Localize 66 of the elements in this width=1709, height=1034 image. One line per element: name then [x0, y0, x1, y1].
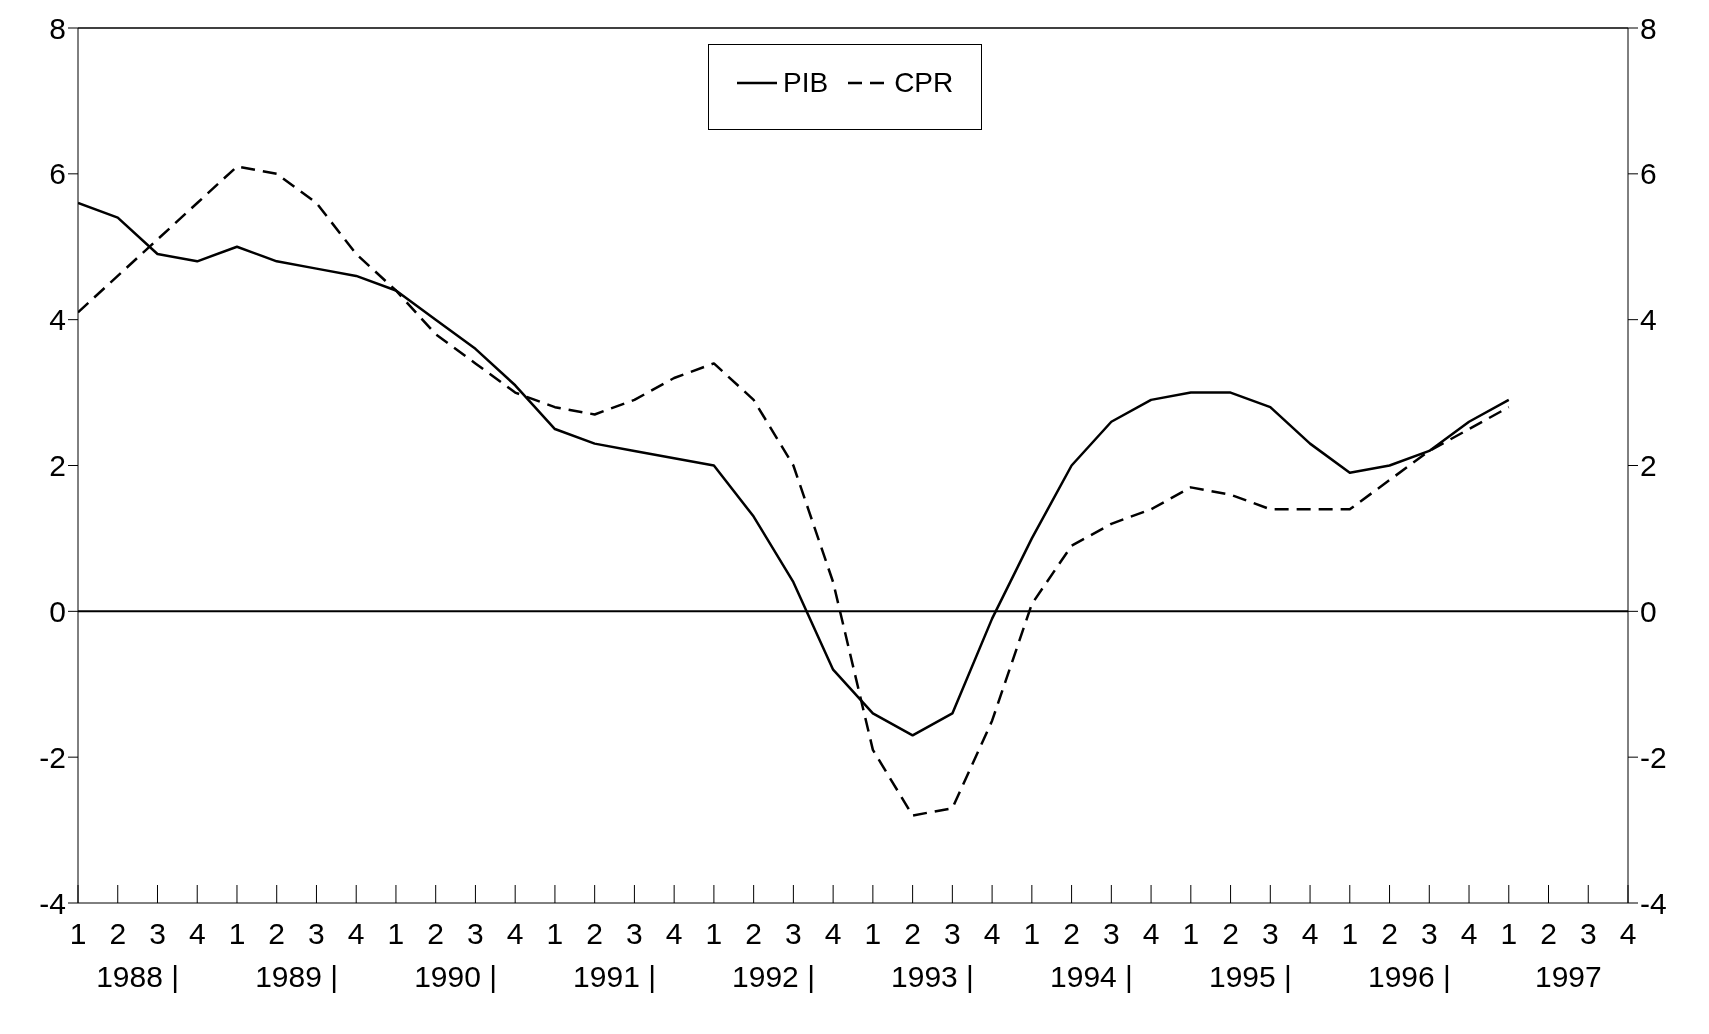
x-tick-label: 2: [1063, 917, 1080, 951]
x-tick-label: 4: [1301, 917, 1319, 951]
x-tick-label: 2: [904, 917, 921, 951]
y-tick-label: 2: [49, 449, 66, 483]
y2-tick-label: 6: [1640, 157, 1657, 191]
x-tick-label: 3: [1579, 917, 1597, 951]
text: 1997: [1535, 960, 1602, 994]
x-tick-label: 3: [467, 917, 484, 951]
x-tick-label: 4: [347, 917, 365, 951]
x-tick-label: 3: [785, 917, 802, 951]
y2-tick-label: 2: [1640, 449, 1657, 483]
y-tick-label: -4: [39, 886, 66, 920]
x-tick-label: 4: [983, 917, 1001, 951]
x-tick-label: 3: [944, 917, 961, 951]
x-tick-label: 4: [506, 917, 524, 951]
y2-tick-label: -4: [1640, 886, 1667, 920]
text: 1989 |: [255, 960, 339, 994]
x-tick-label: 4: [1619, 917, 1637, 951]
text: 1988 |: [96, 960, 180, 994]
x-tick-label: 2: [586, 917, 604, 951]
y2-tick-label: -2: [1640, 740, 1667, 774]
x-tick-label: 2: [1381, 917, 1398, 951]
text: 1991 |: [573, 960, 656, 994]
x-tick-label: 4: [188, 917, 206, 951]
y-tick-label: -2: [39, 740, 66, 774]
x-tick-label: 2: [109, 917, 127, 951]
y2-tick-label: 8: [1640, 11, 1657, 45]
text: 1995 |: [1209, 960, 1292, 994]
x-tick-label: 1: [705, 917, 723, 951]
x-tick-label: 4: [824, 917, 842, 951]
y-tick-label: 8: [49, 11, 66, 45]
x-tick-label: 1: [1500, 917, 1518, 951]
y2-tick-label: 4: [1640, 303, 1657, 337]
text: 1993 |: [891, 960, 974, 994]
x-tick-label: 1: [1341, 917, 1359, 951]
legend-label: PIB: [783, 67, 829, 99]
x-tick-label: 2: [268, 917, 286, 951]
legend-label: CPR: [894, 67, 954, 99]
x-tick-label: 1: [1182, 917, 1200, 951]
y-tick-label: 6: [49, 157, 66, 191]
x-tick-label: 3: [1102, 917, 1120, 951]
y-tick-label: 0: [49, 594, 66, 628]
x-tick-label: 2: [427, 917, 445, 951]
x-tick-label: 2: [1222, 917, 1239, 951]
text: 1996 |: [1367, 960, 1451, 994]
x-tick-label: 1: [228, 917, 246, 951]
x-tick-label: 4: [1142, 917, 1160, 951]
x-tick-label: 3: [1420, 917, 1438, 951]
y-tick-label: 4: [49, 303, 66, 337]
x-tick-label: 4: [665, 917, 683, 951]
text: 1992 |: [732, 960, 815, 994]
x-tick-label: 3: [149, 917, 166, 951]
x-tick-label: 1: [69, 917, 87, 951]
x-tick-label: 3: [308, 917, 325, 951]
x-tick-label: 4: [1460, 917, 1478, 951]
x-tick-label: 1: [387, 917, 405, 951]
text: 1994 |: [1050, 960, 1133, 994]
y2-tick-label: 0: [1640, 594, 1657, 628]
x-tick-label: 3: [1261, 917, 1279, 951]
x-tick-label: 2: [745, 917, 762, 951]
text: 1990 |: [414, 960, 497, 994]
x-tick-label: 3: [626, 917, 643, 951]
x-tick-label: 1: [864, 917, 882, 951]
x-tick-label: 2: [1540, 917, 1557, 951]
x-tick-label: 1: [546, 917, 564, 951]
x-tick-label: 1: [1023, 917, 1041, 951]
